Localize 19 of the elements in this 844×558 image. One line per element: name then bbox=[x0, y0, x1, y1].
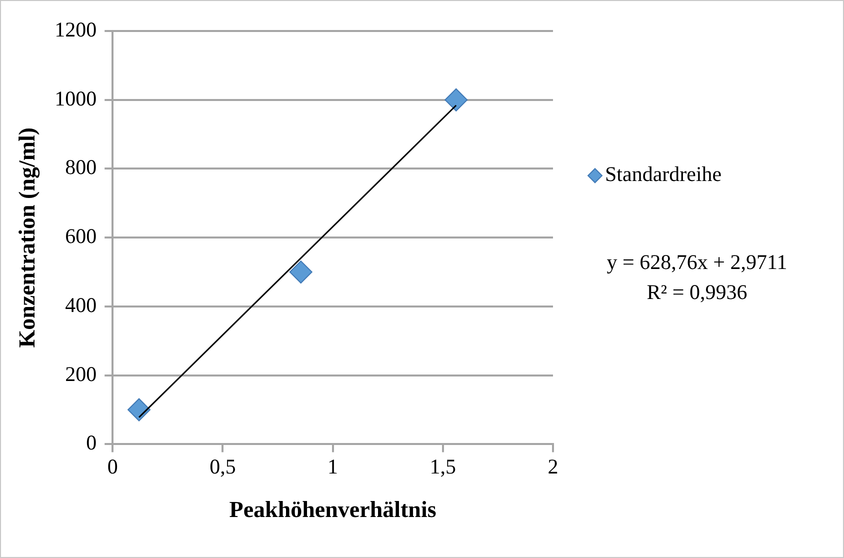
text: y = 628,76x + 2,9711 bbox=[606, 250, 788, 274]
x-tick-label: 0,5 bbox=[210, 454, 236, 478]
y-tick-label: 0 bbox=[86, 430, 97, 455]
x-tick-label: 1 bbox=[328, 454, 338, 478]
x-tick-label: 2 bbox=[548, 454, 558, 478]
x-axis-title: Peakhöhenverhältnis bbox=[229, 497, 436, 522]
y-tick-label: 600 bbox=[65, 224, 97, 248]
y-tick-label: 1200 bbox=[54, 18, 97, 42]
x-tick-label: 0 bbox=[107, 454, 118, 478]
text: R² = 0,9936 bbox=[646, 280, 748, 304]
x-tick-label: 1,5 bbox=[430, 454, 456, 478]
y-tick-label: 200 bbox=[65, 362, 97, 386]
point bbox=[289, 260, 312, 284]
y-tick-label: 1000 bbox=[54, 86, 97, 110]
y-tick-label: 400 bbox=[65, 292, 97, 317]
legend-label: Standardreihe bbox=[605, 162, 722, 186]
y-axis-title: Konzentration (ng/ml) bbox=[14, 127, 41, 348]
y-tick-label: 800 bbox=[65, 155, 97, 180]
point bbox=[444, 88, 468, 112]
